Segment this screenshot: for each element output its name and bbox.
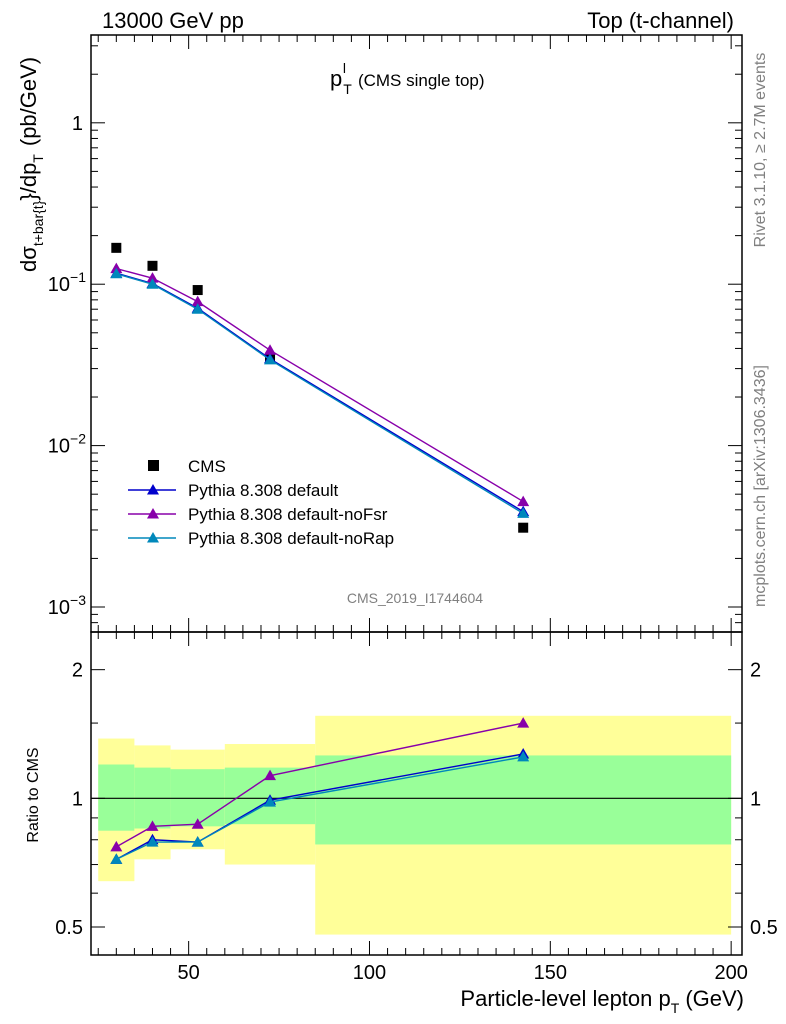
legend-label: Pythia 8.308 default-noRap bbox=[188, 529, 394, 548]
cms-data-point bbox=[192, 285, 203, 296]
top-y-tick-label: 10−1 bbox=[48, 269, 86, 296]
top-y-tick-label: 1 bbox=[72, 113, 83, 135]
top-y-axis-label: dσt+bar{t}}/dpT(pb/GeV) bbox=[16, 57, 46, 272]
series-point-3 bbox=[264, 353, 277, 365]
band-inner bbox=[98, 764, 135, 831]
ratio-y-tick-label-right: 2 bbox=[750, 660, 761, 682]
series-point-3 bbox=[191, 303, 204, 314]
series-point-2 bbox=[517, 495, 530, 507]
ratio-point-2 bbox=[264, 796, 277, 807]
ratio-point-1 bbox=[191, 818, 204, 829]
header-left: 13000 GeV pp bbox=[102, 8, 244, 33]
series-point-3 bbox=[146, 278, 159, 289]
legend-marker bbox=[147, 508, 159, 519]
ratio-frame bbox=[90, 631, 743, 956]
top-plot-area: 1 10−1 10−2 10−3 bbox=[48, 34, 743, 633]
series-point-3 bbox=[517, 507, 530, 518]
legend-marker bbox=[147, 532, 159, 543]
legend-label: Pythia 8.308 default bbox=[188, 481, 339, 500]
legend: CMS Pythia 8.308 default Pythia 8.308 defa… bbox=[128, 457, 394, 548]
ratio-uncertainty-bands bbox=[98, 715, 732, 935]
ratio-plot-area: 50 100 150 200 0.5 0.5 1 1 2 2 bbox=[55, 631, 778, 984]
band-inner bbox=[315, 755, 732, 845]
x-tick-label: 50 bbox=[178, 962, 200, 984]
x-tick-label: 150 bbox=[534, 962, 567, 984]
series-point-3 bbox=[110, 267, 123, 279]
plot-title: pTl(CMS single top) bbox=[330, 60, 485, 97]
ratio-point-1 bbox=[517, 717, 530, 728]
cms-data-point bbox=[111, 242, 122, 253]
series-point-2 bbox=[146, 272, 159, 283]
cms-data-point bbox=[518, 522, 529, 533]
header-right: Top (t-channel) bbox=[587, 8, 734, 33]
ratio-y-tick-label-left: 0.5 bbox=[55, 917, 83, 939]
top-y-tick-label: 10−2 bbox=[48, 431, 86, 458]
x-tick-label: 200 bbox=[714, 962, 747, 984]
legend-marker-cms bbox=[148, 460, 159, 471]
ratio-y-tick-label-right: 0.5 bbox=[750, 917, 778, 939]
series-line-2 bbox=[116, 267, 524, 503]
x-axis-label: Particle-level lepton pT (GeV) bbox=[460, 986, 744, 1016]
series-line-3 bbox=[116, 273, 524, 515]
legend-label: CMS bbox=[188, 457, 226, 476]
rivet-label: Rivet 3.1.10, ≥ 2.7M events bbox=[752, 53, 769, 248]
ratio-y-tick-label-right: 1 bbox=[750, 788, 761, 810]
ratio-point-1 bbox=[264, 769, 277, 781]
ratio-y-tick-label-left: 2 bbox=[72, 660, 83, 682]
series-point-2 bbox=[191, 295, 204, 307]
ratio-y-tick-label-left: 1 bbox=[72, 788, 83, 810]
ratio-point-2 bbox=[110, 853, 123, 864]
legend-marker bbox=[147, 484, 159, 495]
x-tick-label: 100 bbox=[353, 962, 386, 984]
ratio-point-2 bbox=[517, 750, 530, 762]
series-point-2 bbox=[264, 344, 277, 355]
ratio-point-1 bbox=[110, 840, 123, 852]
top-y-tick-label: 10−3 bbox=[48, 592, 86, 619]
cms-data-point bbox=[147, 260, 158, 271]
ratio-point-1 bbox=[146, 820, 159, 831]
ratio-y-axis-label: Ratio to CMS bbox=[25, 747, 42, 842]
ratio-point-2 bbox=[191, 836, 204, 847]
ratio-point-2 bbox=[146, 836, 159, 847]
analysis-watermark: CMS_2019_I1744604 bbox=[347, 590, 483, 606]
mcplots-label: mcplots.cern.ch [arXiv:1306.3436] bbox=[752, 365, 769, 607]
legend-label: Pythia 8.308 default-noFsr bbox=[188, 505, 388, 524]
